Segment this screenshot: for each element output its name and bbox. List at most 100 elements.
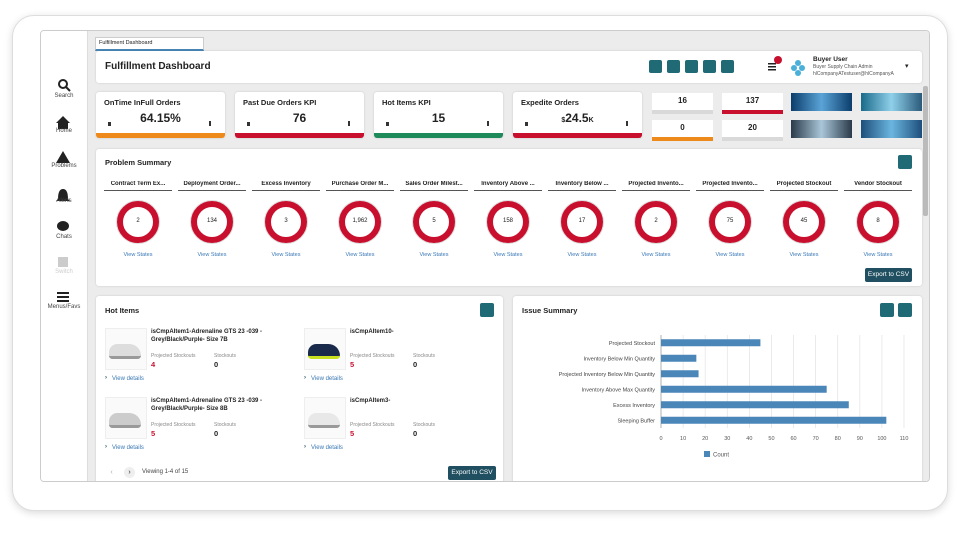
nav-problems[interactable]: Problems — [51, 163, 77, 169]
item-name: isCmpAItem10- — [350, 329, 394, 335]
panel-title: Problem Summary — [105, 158, 172, 167]
header — [96, 51, 922, 83]
banner-image — [861, 93, 922, 111]
kpi-value: 64.15% — [96, 111, 225, 125]
x-tick-label: 70 — [813, 436, 819, 442]
copy-button[interactable] — [703, 60, 716, 73]
panel-title: Hot Items — [105, 306, 140, 315]
problem-link[interactable]: View States — [641, 252, 671, 258]
kpi-title: Hot Items KPI — [382, 98, 431, 107]
view-details[interactable]: View details — [112, 376, 144, 382]
x-tick-label: 0 — [659, 436, 662, 442]
refresh-button[interactable] — [721, 60, 734, 73]
kpi-title: Past Due Orders KPI — [243, 98, 317, 107]
kpi-marker — [487, 121, 489, 126]
scrollbar — [923, 86, 928, 216]
problem-donut — [487, 201, 529, 243]
stockouts-value: 0 — [413, 360, 418, 369]
problem-label: Deployment Order... — [178, 181, 246, 191]
header-icons — [768, 56, 805, 76]
stockouts-label: Stockouts — [214, 422, 236, 428]
problem-link[interactable]: View States — [789, 252, 819, 258]
banner-image — [791, 120, 852, 138]
problem-link[interactable]: View States — [419, 252, 449, 258]
problem-link[interactable]: View States — [123, 252, 153, 258]
tab[interactable]: Fulfillment Dashboard — [95, 37, 204, 51]
kpi-marker — [247, 122, 250, 126]
problem-link[interactable]: View States — [863, 252, 893, 258]
y-tick-label: Projected Stockout — [609, 341, 656, 347]
view-details[interactable]: View details — [311, 445, 343, 451]
x-tick-label: 100 — [877, 436, 886, 442]
problem-count: 17 — [578, 218, 586, 224]
view-details[interactable]: View details — [311, 376, 343, 382]
user-menu-caret[interactable]: ▾ — [905, 63, 909, 70]
count-box: 16 — [652, 93, 713, 114]
prev-page[interactable]: ‹ — [110, 469, 113, 476]
stockouts-value: 0 — [214, 360, 219, 369]
problem-link[interactable]: View States — [345, 252, 375, 258]
nav-search[interactable]: Search — [54, 93, 74, 99]
stockouts-value: 0 — [214, 429, 219, 438]
nav-chats[interactable]: Chats — [56, 234, 72, 240]
filter-button[interactable] — [898, 155, 912, 169]
export-button[interactable]: Export to CSV — [865, 268, 912, 282]
kpi-marker — [386, 122, 389, 126]
view-caret: › — [105, 444, 107, 450]
kpi-value: 76 — [235, 111, 364, 125]
y-tick-label: Inventory Below Min Quantity — [583, 356, 655, 362]
next-page[interactable]: › — [124, 467, 135, 478]
problem-label: Contract Term Ex... — [104, 181, 172, 191]
nav-alerts[interactable]: Alerts — [56, 198, 72, 204]
bar — [661, 339, 761, 347]
stockouts-label: Stockouts — [413, 353, 435, 359]
problem-label: Projected Invento... — [696, 181, 764, 191]
problem-link[interactable]: View States — [493, 252, 523, 258]
problem-donut — [783, 201, 825, 243]
problem-link[interactable]: View States — [271, 252, 301, 258]
problem-link[interactable]: View States — [197, 252, 227, 258]
y-tick-label: Sleeping Buffer — [617, 418, 655, 424]
problem-count: 45 — [800, 218, 808, 224]
problem-label: Inventory Below ... — [548, 181, 616, 191]
kpi-marker — [209, 121, 211, 126]
edit-button[interactable] — [649, 60, 662, 73]
problem-link[interactable]: View States — [567, 252, 597, 258]
kpi-bar — [235, 133, 364, 138]
view-details[interactable]: View details — [112, 445, 144, 451]
issue-chart: 0 10 20 30 40 50 60 70 80 90 100 110 Projected Stock… — [559, 335, 908, 459]
bar — [661, 370, 699, 378]
projected-value: 5 — [151, 429, 156, 438]
kpi-title: OnTime InFull Orders — [104, 98, 181, 107]
problem-link[interactable]: View States — [715, 252, 745, 258]
item-shoe — [109, 344, 141, 359]
count-box: 137 — [722, 93, 783, 114]
banner-image — [861, 120, 922, 138]
problem-label: Purchase Order M... — [326, 181, 394, 191]
list-button[interactable] — [667, 60, 680, 73]
add-button[interactable] — [685, 60, 698, 73]
menu-button[interactable] — [898, 303, 912, 317]
y-tick-label: Inventory Above Max Quantity — [582, 387, 656, 393]
kpi-title: Expedite Orders — [521, 98, 579, 107]
kpi-value: 15 — [431, 111, 446, 125]
bar — [661, 354, 697, 362]
nav-home[interactable]: Home — [55, 128, 72, 134]
x-tick-label: 40 — [746, 436, 752, 442]
nav-switch: Switch — [55, 269, 73, 275]
problem-count: 3 — [284, 218, 288, 224]
problem-donut — [117, 201, 159, 243]
projected-label: Projected Stockouts — [151, 422, 196, 428]
filter-button[interactable] — [480, 303, 494, 317]
export-button[interactable]: Export to CSV — [448, 466, 496, 480]
view-caret: › — [304, 444, 306, 450]
nav-menus[interactable]: Menus/Favs — [47, 304, 81, 310]
item-shoe — [308, 413, 340, 428]
filter-button[interactable] — [880, 303, 894, 317]
kpi-card — [96, 92, 225, 138]
y-tick-label: Excess Inventory — [613, 403, 655, 409]
x-tick-label: 10 — [680, 436, 686, 442]
banner-image — [791, 93, 852, 111]
kpi-marker — [525, 122, 528, 126]
problem-label: Projected Invento... — [622, 181, 690, 191]
